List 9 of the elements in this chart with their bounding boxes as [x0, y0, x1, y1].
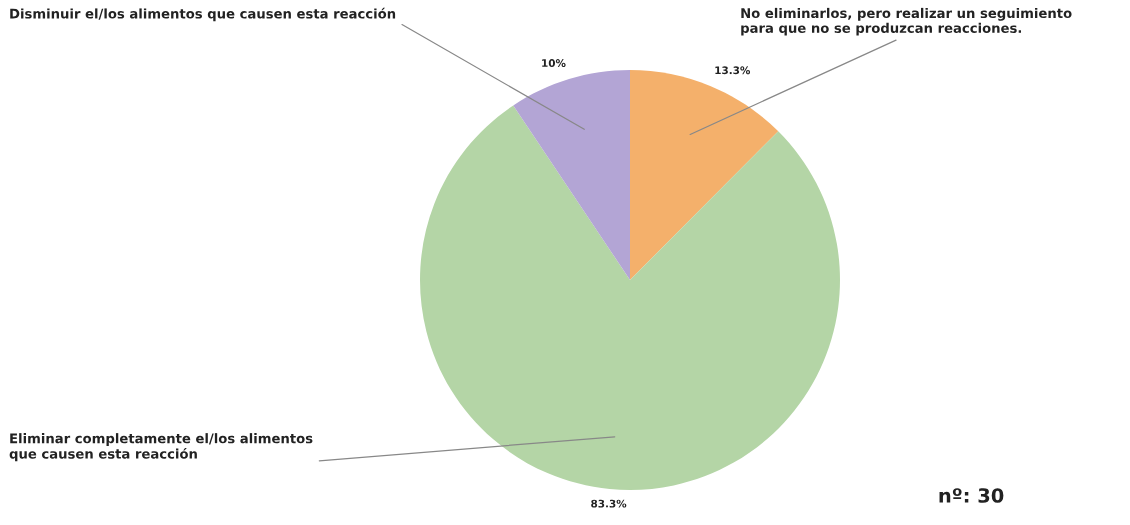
data-label: 83.3% — [591, 499, 627, 508]
slice-label: Disminuir el/los alimentos que causen esta reacción — [10, 7, 396, 22]
pie-slice — [420, 105, 840, 490]
slice-label: Eliminar completamente el/los alimentos que causen esta reacción — [9, 433, 313, 462]
data-label: 13.3% — [715, 66, 751, 75]
data-label: 10% — [542, 59, 566, 67]
slice-label: No eliminarlos, pero realizar un seguimiento para que no se produzcan reacciones. — [741, 7, 1072, 36]
text: nº: 30 — [939, 488, 1004, 503]
pie-slice — [513, 70, 630, 280]
